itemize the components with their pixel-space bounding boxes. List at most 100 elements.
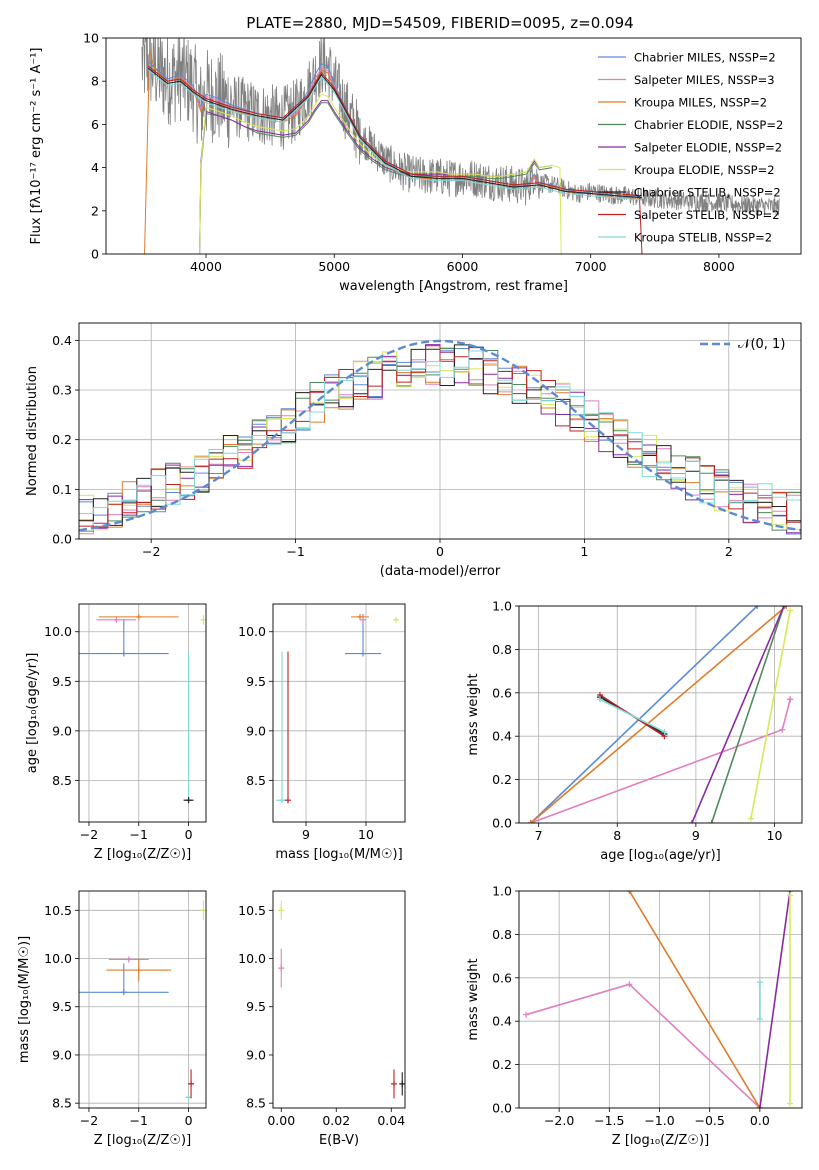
y-tick-label: 9.5 (52, 674, 72, 689)
weight-line (599, 698, 665, 733)
y-tick-label: 8.5 (52, 1096, 72, 1111)
weight-line (628, 891, 761, 1108)
data-point (747, 815, 754, 822)
data-point (135, 967, 142, 974)
axes-frame (272, 603, 406, 823)
data-point (786, 892, 793, 899)
y-axis-label: Flux [fλ10⁻¹⁷ erg cm⁻² s⁻¹ A⁻¹] (29, 48, 44, 245)
x-axis-label: Z [log₁₀(Z/Z☉)] (94, 847, 191, 862)
data-point (135, 613, 142, 620)
data-point (708, 820, 715, 823)
weight-line (530, 606, 758, 823)
x-axis-label: wavelength [Angstrom, rest frame] (339, 279, 568, 294)
weight-vs-age-panel: 7 8 9 10 0.0 0.2 0.4 0.6 0.8 1.0 age [log₁₀(age/yr… (466, 599, 803, 863)
x-tick-label: 8000 (703, 259, 735, 274)
data-point (756, 1105, 763, 1108)
y-tick-label: 9.5 (246, 999, 266, 1014)
y-tick-label: 10.0 (238, 624, 266, 639)
weight-line (710, 606, 785, 823)
data-point (391, 1080, 397, 1087)
data-point (125, 956, 132, 963)
model-spectrum (199, 93, 562, 254)
residual-histogram (79, 350, 801, 514)
y-tick-label: 0.2 (52, 432, 72, 447)
x-tick-label: 7000 (575, 259, 607, 274)
y-tick-label: 8.5 (246, 1096, 266, 1111)
x-tick-label: 0 (185, 827, 193, 842)
x-tick-label: 4000 (190, 259, 222, 274)
x-tick-label: −1.0 (644, 1113, 674, 1128)
y-tick-label: 0.4 (492, 1014, 512, 1029)
x-tick-label: 1 (580, 544, 588, 559)
weight-line (750, 610, 791, 819)
plot-area (79, 900, 206, 1101)
x-tick-label: 2 (725, 544, 733, 559)
axes-frame (272, 890, 406, 1109)
data-point (756, 1016, 763, 1023)
x-tick-label: 5000 (318, 259, 350, 274)
axes-frame (518, 605, 803, 824)
x-tick-label: 6000 (447, 259, 479, 274)
data-point (399, 1080, 405, 1087)
x-tick-label: −1 (130, 1113, 148, 1128)
x-tick-label: 0.0 (750, 1113, 770, 1128)
data-point (786, 1100, 793, 1107)
legend-label: Kroupa MILES, NSSP=2 (634, 96, 767, 110)
data-point (787, 607, 794, 614)
axes-frame (78, 890, 207, 1109)
model-spectrum (147, 70, 643, 201)
y-tick-label: 10 (83, 31, 99, 46)
y-axis-label: Normed distribution (25, 366, 40, 496)
y-tick-label: 10.0 (44, 624, 72, 639)
legend-label: Kroupa STELIB, NSSP=2 (634, 231, 772, 245)
data-point (523, 1011, 530, 1018)
y-tick-label: 2 (91, 203, 99, 218)
y-tick-label: 8.5 (246, 773, 266, 788)
residual-panel: −2 −1 0 1 2 0.0 0.1 0.2 0.3 0.4 (data-model)/error… (25, 322, 802, 579)
y-tick-label: 9.0 (52, 723, 72, 738)
data-point (360, 650, 366, 657)
x-tick-label: 0 (185, 1113, 193, 1128)
y-tick-label: 0.2 (492, 1057, 512, 1072)
y-axis-label: age [log₁₀(age/yr)] (25, 653, 40, 774)
y-tick-label: 1.0 (492, 884, 512, 899)
plot-area (523, 891, 793, 1108)
figure-title: PLATE=2880, MJD=54509, FIBERID=0095, z=0… (246, 14, 633, 32)
y-tick-label: 8.5 (52, 773, 72, 788)
x-tick-label: 9 (302, 827, 310, 842)
data-point (285, 797, 291, 804)
y-tick-label: 9.5 (52, 999, 72, 1014)
x-tick-label: −1 (286, 544, 304, 559)
y-tick-label: 10.5 (44, 903, 72, 918)
x-axis-label: age [log₁₀(age/yr)] (600, 848, 721, 863)
data-point (756, 979, 763, 986)
x-axis-label: Z [log₁₀(Z/Z☉)] (94, 1133, 191, 1148)
y-tick-label: 10.5 (238, 903, 266, 918)
data-point (200, 616, 206, 623)
data-point (278, 965, 285, 972)
data-point (787, 696, 794, 703)
axes-frame (518, 890, 803, 1109)
y-tick-label: 0.8 (492, 927, 512, 942)
weight-vs-Z-panel: −2.0 −1.5 −1.0 −0.5 0.0 0.0 0.2 0.4 0.6 0.8 1.0 Z [… (466, 884, 803, 1148)
mass-vs-Z-panel: −2 −1 0 8.5 9.0 9.5 10.0 10.5 Z [log₁₀(Z/Z☉)] mas… (17, 890, 207, 1148)
y-axis-label: mass weight (466, 673, 481, 755)
x-tick-label: 7 (535, 828, 543, 843)
axes-frame (78, 322, 802, 540)
y-tick-label: 0.0 (492, 816, 512, 831)
plot-area (278, 900, 405, 1099)
age-vs-Z-panel: −2 −1 0 8.5 9.0 9.5 10.0 Z [log₁₀(Z/Z☉)] age [lo… (25, 603, 207, 862)
x-tick-label: 0.02 (322, 1113, 350, 1128)
plot-area (134, 38, 780, 254)
x-tick-label: 10 (358, 827, 374, 842)
data-point (661, 728, 668, 735)
y-tick-label: 10.0 (238, 951, 266, 966)
legend-label: Salpeter MILES, NSSP=3 (634, 73, 775, 87)
x-tick-label: −2 (80, 827, 98, 842)
x-axis-label: mass [log₁₀(M/M☉)] (275, 847, 402, 862)
data-point (596, 696, 603, 703)
legend-label: Salpeter STELIB, NSSP=2 (634, 208, 780, 222)
x-tick-label: −0.5 (694, 1113, 724, 1128)
age-vs-mass-panel: 9 10 8.5 9.0 9.5 10.0 mass [log₁₀(M/M☉)] (238, 603, 406, 862)
